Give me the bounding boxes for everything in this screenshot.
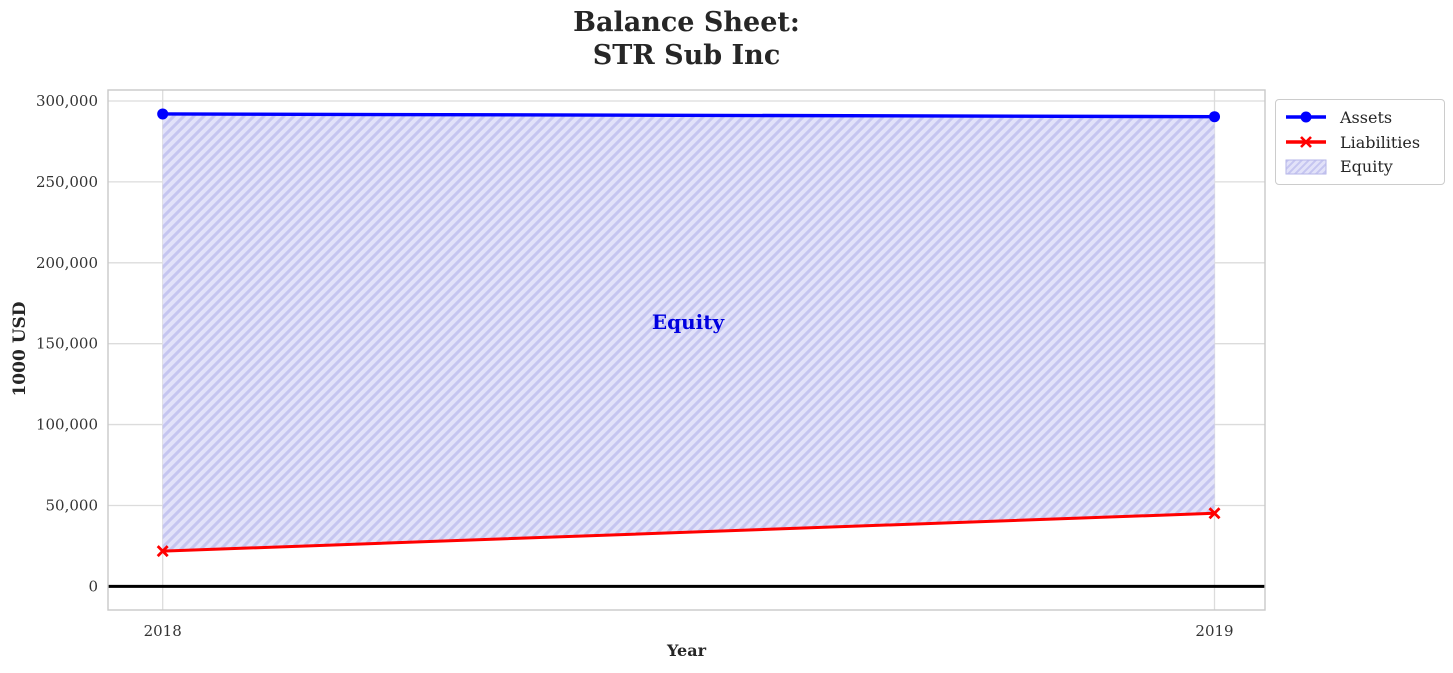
svg-text:150,000: 150,000 [36,335,98,353]
equity-area [162,113,1215,552]
chart-title-line1: Balance Sheet: [573,7,800,38]
svg-text:250,000: 250,000 [36,173,98,191]
legend-label-equity: Equity [1340,157,1393,177]
plot-border [107,89,1266,611]
svg-text:2019: 2019 [1195,622,1233,640]
tick-labels: 0 50,000 100,000 150,000 200,000 250,000 300,0… [36,92,1234,640]
legend-item-assets: Assets [1284,105,1436,130]
equity-patch-icon [1285,159,1327,175]
data-series [156,108,1221,558]
x-axis-label: Year [666,641,706,660]
assets-line-icon [1286,111,1326,123]
svg-text:200,000: 200,000 [36,254,98,272]
legend-label-liabilities: Liabilities [1340,132,1421,152]
svg-text:50,000: 50,000 [46,496,99,514]
legend-label-assets: Assets [1340,107,1393,127]
chart-title: Balance Sheet: STR Sub Inc [108,6,1265,72]
chart-title-line2: STR Sub Inc [592,40,781,71]
legend-item-liabilities: Liabilities [1284,130,1436,155]
svg-text:2018: 2018 [144,622,182,640]
y-axis-label: 1000 USD [10,301,30,397]
legend: Assets Liabilities Equity [1275,99,1445,185]
svg-text:0: 0 [88,577,98,595]
svg-text:100,000: 100,000 [36,416,98,434]
legend-item-equity: Equity [1284,154,1436,179]
liabilities-line-icon [1286,136,1326,148]
equity-area-label: Equity [651,310,725,334]
svg-text:300,000: 300,000 [36,92,98,110]
